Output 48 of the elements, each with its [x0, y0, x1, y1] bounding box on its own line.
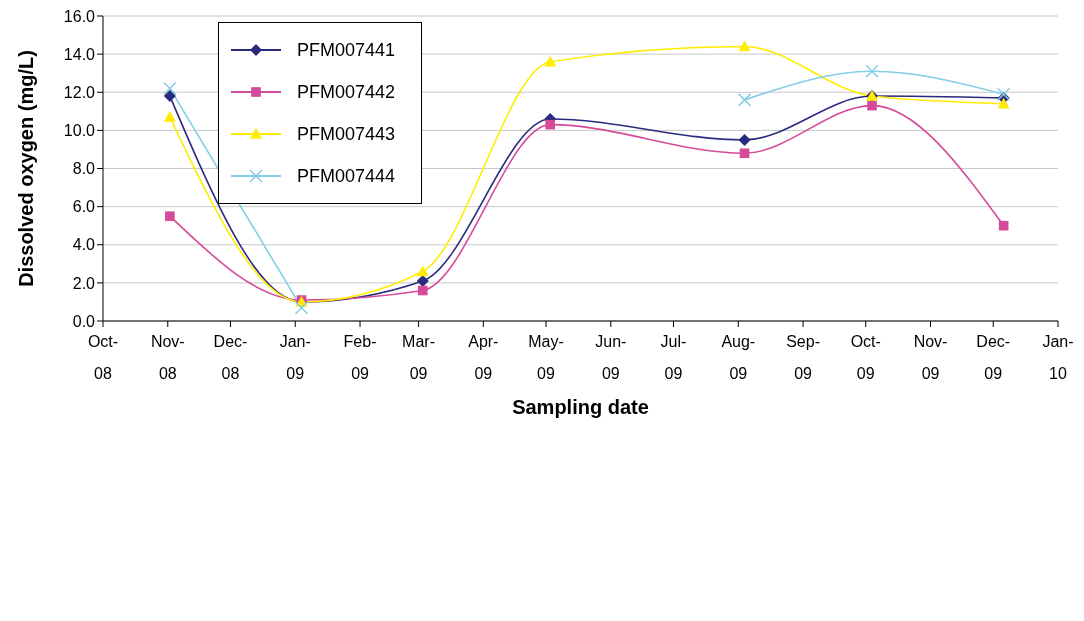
- y-axis-title: Dissolved oxygen (mg/L): [15, 50, 38, 287]
- point: [163, 81, 177, 96]
- x-tick-label: May- 09: [528, 333, 564, 382]
- y-tick-label: 14.0: [63, 45, 96, 63]
- x-tick-label: Dec- 08: [213, 333, 248, 382]
- x-tick-label: Dec- 09: [976, 333, 1011, 382]
- y-tick-label: 4.0: [72, 236, 96, 254]
- y-tick-label: 12.0: [63, 83, 96, 101]
- x-tick-label: Mar- 09: [402, 333, 435, 382]
- point: [865, 64, 879, 79]
- x-tick-label: Aug- 09: [721, 333, 756, 382]
- y-tick-label: 6.0: [72, 198, 96, 216]
- x-tick-label: Sep- 09: [786, 333, 820, 382]
- point: [545, 119, 555, 130]
- point: [739, 148, 750, 159]
- legend-label: PFM007444: [297, 165, 396, 187]
- y-tick-label: 0.0: [72, 312, 96, 330]
- point: [416, 265, 429, 277]
- x-tick-label: Apr- 09: [468, 333, 499, 382]
- y-tick-label: 8.0: [72, 160, 96, 178]
- point: [867, 100, 877, 111]
- point: [544, 55, 557, 67]
- point: [737, 93, 752, 107]
- legend-label: PFM007443: [297, 123, 396, 145]
- y-tick-label: 10.0: [63, 122, 96, 140]
- y-tick-label: 2.0: [72, 274, 96, 292]
- x-tick-label: Oct- 09: [850, 333, 881, 382]
- x-axis-title: Sampling date: [512, 396, 649, 418]
- point: [163, 111, 176, 122]
- point: [996, 87, 1011, 101]
- point: [417, 285, 428, 296]
- point: [997, 97, 1010, 109]
- legend-label: PFM007442: [297, 81, 396, 103]
- x-tick-label: Feb- 09: [343, 333, 377, 382]
- x-tick-label: Nov- 09: [913, 333, 948, 382]
- x-tick-label: Jun- 09: [595, 333, 627, 382]
- point: [294, 300, 309, 315]
- x-tick-label: Jan- 09: [279, 333, 311, 382]
- point: [165, 211, 175, 221]
- point: [738, 133, 751, 146]
- x-tick-label: Jul- 09: [660, 333, 687, 382]
- point: [738, 40, 751, 52]
- x-tick-label: Nov- 08: [150, 333, 185, 382]
- point: [163, 90, 176, 103]
- legend-label: PFM007441: [297, 39, 396, 61]
- x-tick-label: Oct- 08: [87, 333, 119, 382]
- y-tick-label: 16.0: [63, 7, 96, 25]
- x-tick-label: Jan- 10: [1042, 333, 1074, 382]
